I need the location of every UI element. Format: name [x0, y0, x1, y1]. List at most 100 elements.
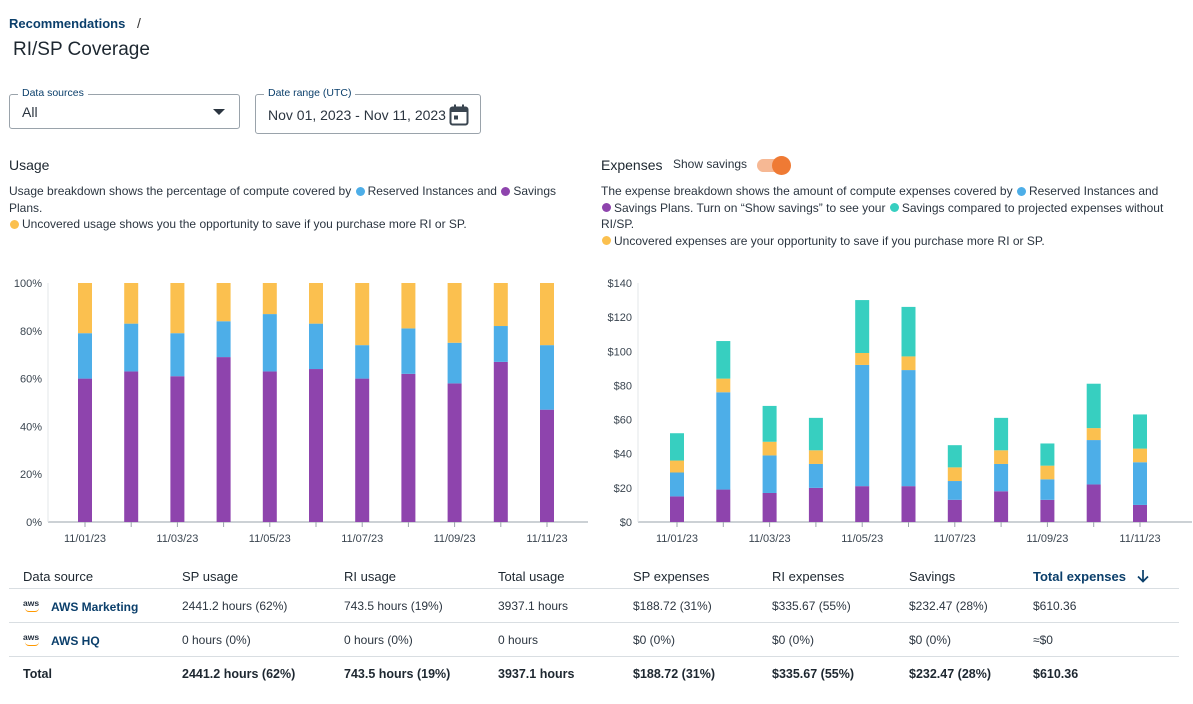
bar-reserved-instances: [716, 392, 731, 490]
bar-savings: [1086, 383, 1101, 429]
usage-desc-uncovered: Uncovered usage shows you the opportunit…: [22, 217, 467, 231]
col-ri-usage[interactable]: RI usage: [344, 568, 397, 584]
bar-reserved-instances: [808, 463, 823, 488]
show-savings-toggle[interactable]: [757, 156, 791, 175]
bar-savings-plans: [78, 378, 92, 522]
bar-reserved-instances: [947, 481, 962, 500]
bar-savings-plans: [1086, 484, 1101, 522]
ri-legend-dot-icon: [355, 186, 365, 196]
bar-uncovered: [947, 467, 962, 482]
col-sp-expenses[interactable]: SP expenses: [633, 568, 710, 584]
data-source-link[interactable]: AWS HQ: [51, 633, 100, 648]
calendar-icon[interactable]: [449, 104, 469, 126]
bar-reserved-instances: [670, 472, 684, 497]
col-total-usage[interactable]: Total usage: [498, 568, 565, 584]
bar-savings: [855, 300, 870, 353]
y-tick-label: 80%: [20, 326, 42, 338]
x-tick-label: 11/01/23: [656, 533, 698, 545]
expenses-desc-savings: Savings compared to projected expenses w…: [601, 200, 1164, 232]
arrow-down-icon[interactable]: [1136, 569, 1150, 583]
bar-savings-plans: [216, 357, 231, 522]
page-title: RI/SP Coverage: [13, 39, 150, 60]
bar-savings-plans: [901, 486, 916, 522]
ri-usage-cell: 0 hours (0%): [330, 622, 484, 657]
data-sources-label: Data sources: [18, 87, 88, 99]
y-tick-label: $60: [614, 415, 632, 427]
bar-savings-plans: [716, 489, 731, 522]
y-tick-label: 40%: [20, 421, 42, 433]
sp-usage-cell: 2441.2 hours (62%): [168, 588, 330, 623]
col-total-expenses-label: Total expenses: [1033, 568, 1126, 584]
date-range-value: Nov 01, 2023 - Nov 11, 2023: [268, 107, 446, 123]
total-usage-cell: 3937.1 hours: [484, 588, 619, 623]
ri-legend-dot-icon: [1016, 186, 1026, 196]
aws-logo-icon: aws: [23, 598, 43, 612]
y-tick-label: 0%: [26, 517, 42, 529]
bar-savings-plans: [1040, 499, 1055, 522]
usage-description: Usage breakdown shows the percentage of …: [9, 183, 569, 233]
usage-desc-ri: Reserved Instances and: [367, 184, 497, 198]
expenses-desc-text: The expense breakdown shows the amount o…: [601, 184, 1013, 198]
breadcrumb: Recommendations /: [9, 15, 141, 31]
usage-desc-text: Usage breakdown shows the percentage of …: [9, 184, 352, 198]
bar-reserved-instances: [78, 333, 92, 379]
total-usage-cell: 0 hours: [484, 622, 619, 657]
bar-uncovered: [808, 450, 823, 464]
data-source-link[interactable]: AWS Marketing: [51, 599, 139, 614]
bar-savings-plans: [855, 486, 870, 522]
col-ri-expenses[interactable]: RI expenses: [772, 568, 845, 584]
data-sources-select[interactable]: Data sources All: [9, 87, 240, 129]
expenses-desc-sp: Savings Plans. Turn on “Show savings” to…: [614, 200, 886, 215]
x-tick-label: 11/03/23: [156, 533, 198, 545]
x-tick-label: 11/05/23: [249, 533, 291, 545]
bar-savings-plans: [262, 371, 277, 522]
caret-down-icon[interactable]: [213, 109, 225, 115]
table-row[interactable]: aws AWS Marketing 2441.2 hours (62%) 743.…: [9, 588, 1179, 623]
bar-reserved-instances: [1040, 479, 1055, 500]
bar-uncovered: [309, 283, 323, 324]
total-sp-usage: 2441.2 hours (62%): [168, 656, 330, 690]
savings-cell: $0 (0%): [895, 622, 1019, 657]
total-total-usage: 3937.1 hours: [484, 656, 619, 690]
sp-expenses-cell: $188.72 (31%): [619, 588, 758, 623]
x-tick-label: 11/11/23: [1119, 533, 1160, 545]
bar-uncovered: [901, 356, 916, 371]
col-data-source[interactable]: Data source: [23, 568, 94, 584]
bar-uncovered: [124, 283, 139, 324]
bar-savings-plans: [947, 499, 962, 522]
bar-reserved-instances: [401, 328, 416, 374]
bar-reserved-instances: [493, 326, 508, 362]
coverage-table: Data source SP usage RI usage Total usag…: [9, 564, 1179, 690]
bar-uncovered: [355, 283, 370, 346]
bar-reserved-instances: [762, 455, 777, 493]
bar-savings: [808, 417, 823, 451]
bar-savings: [901, 306, 916, 357]
table-row[interactable]: aws AWS HQ 0 hours (0%) 0 hours (0%) 0 ho…: [9, 622, 1179, 657]
breadcrumb-recommendations-link[interactable]: Recommendations: [9, 16, 126, 31]
bar-uncovered: [78, 283, 92, 334]
bar-reserved-instances: [1086, 440, 1101, 485]
bar-uncovered: [1086, 428, 1101, 441]
col-total-expenses[interactable]: Total expenses: [1019, 564, 1179, 589]
expenses-description: The expense breakdown shows the amount o…: [601, 183, 1181, 249]
total-expenses-cell: $610.36: [1019, 588, 1179, 623]
total-sp-expenses: $188.72 (31%): [619, 656, 758, 690]
bar-uncovered: [540, 283, 554, 346]
bar-savings: [670, 433, 684, 461]
total-label: Total: [9, 656, 168, 690]
date-range-picker[interactable]: Date range (UTC) Nov 01, 2023 - Nov 11, …: [255, 87, 481, 134]
y-tick-label: $40: [614, 449, 632, 461]
x-tick-label: 11/07/23: [934, 533, 976, 545]
total-expenses-cell: ≈$0: [1019, 622, 1179, 657]
uncovered-legend-dot-icon: [10, 219, 19, 229]
bar-savings-plans: [1133, 504, 1147, 522]
ri-expenses-cell: $0 (0%): [758, 622, 895, 657]
bar-uncovered: [493, 283, 508, 327]
bar-uncovered: [401, 283, 416, 329]
col-savings[interactable]: Savings: [909, 568, 956, 584]
bar-uncovered: [670, 460, 684, 473]
bar-reserved-instances: [355, 345, 370, 379]
data-sources-value: All: [22, 104, 38, 120]
y-tick-label: 20%: [20, 469, 42, 481]
col-sp-usage[interactable]: SP usage: [182, 568, 239, 584]
